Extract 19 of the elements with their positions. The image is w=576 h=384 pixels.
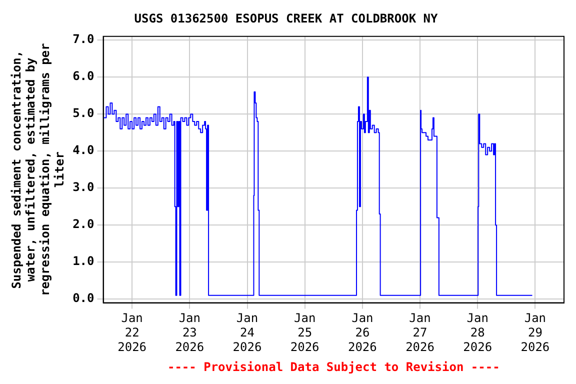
x-tick-label: Jan 25 2026 — [290, 311, 320, 354]
x-tick-label: Jan 26 2026 — [348, 311, 377, 354]
y-tick-label: 3.0 — [72, 180, 94, 194]
x-tick-label: Jan 24 2026 — [232, 311, 262, 354]
x-tick-label: Jan 23 2026 — [175, 311, 204, 354]
y-tick-label: 0.0 — [72, 291, 94, 306]
x-tick-label: Jan 22 2026 — [118, 311, 147, 354]
y-tick-label: 1.0 — [72, 254, 94, 268]
chart-title: USGS 01362500 ESOPUS CREEK AT COLDBROOK NY — [134, 11, 438, 26]
x-tick-label: Jan 27 2026 — [406, 311, 434, 354]
y-tick-label: 4.0 — [72, 143, 94, 158]
y-axis-title: Suspended sediment concentration, water, unfiltered, estimated by regression equation, milligrams per liter — [9, 43, 67, 296]
x-tick-label: Jan 29 2026 — [520, 311, 550, 354]
y-tick-label: 2.0 — [72, 217, 94, 232]
y-tick-label: 5.0 — [72, 106, 94, 120]
x-tick-label: Jan 28 2026 — [463, 311, 492, 354]
y-tick-label: 6.0 — [72, 69, 94, 84]
text: ---- Provisional Data Subject to Revision ---- — [167, 360, 500, 374]
y-tick-label: 7.0 — [72, 32, 94, 46]
